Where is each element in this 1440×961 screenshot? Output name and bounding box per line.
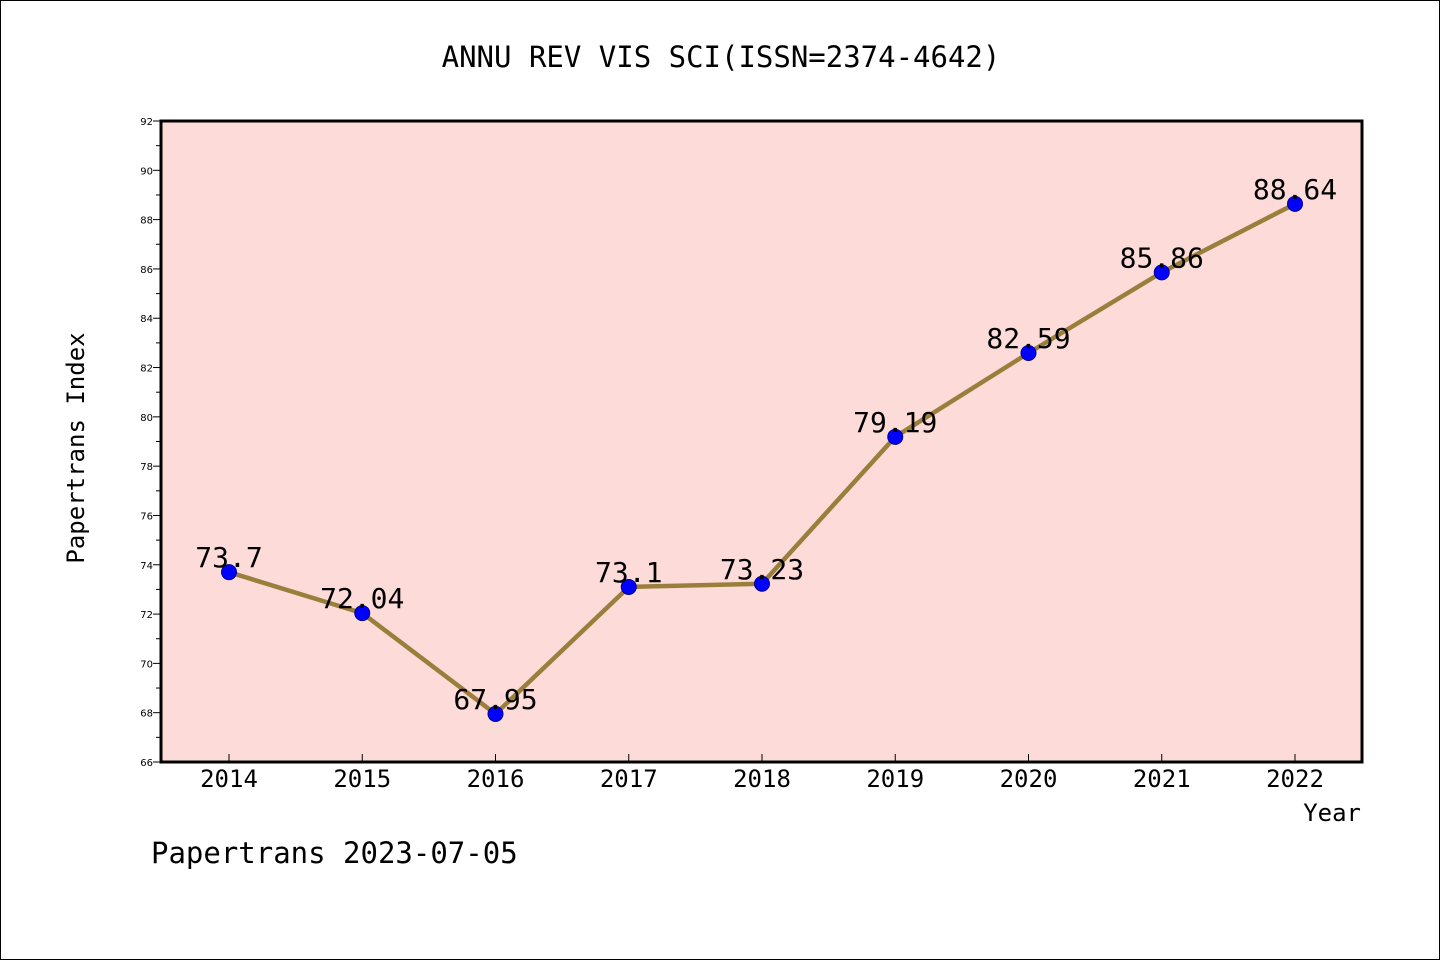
y-tick-label: 80 [140,413,153,424]
x-tick-label: 2021 [1133,765,1191,793]
x-axis-label: Year [1303,799,1361,827]
x-tick-label: 2016 [467,765,525,793]
data-point [1020,344,1037,361]
data-label: 85.86 [1120,241,1204,274]
data-point [487,705,504,722]
y-tick-label: 72 [140,610,153,621]
plot-area [159,119,1364,764]
y-tick-label: 70 [140,659,153,670]
y-axis-label: Papertrans Index [62,332,90,563]
data-label: 73.7 [195,541,262,574]
data-point [754,575,770,592]
x-tick-label: 2020 [1000,765,1058,793]
y-tick-label: 92 [140,117,153,128]
x-tick-label: 2015 [333,765,391,793]
x-tick-label: 2017 [600,765,658,793]
data-labels: 73.7 72.04 67.95 73.1 73.23 79.19 82.59 85.86 88… [195,173,1337,716]
data-label: 73.23 [720,553,804,586]
y-tick-label: 66 [140,758,153,769]
data-point [887,428,904,445]
y-tick-label: 90 [140,166,153,177]
data-label: 67.95 [453,683,537,716]
x-tick-label: 2014 [200,765,258,793]
footer-credit: Papertrans 2023-07-05 [151,836,518,870]
y-tick-label: 88 [140,216,153,227]
y-tick-label: 68 [140,709,153,720]
data-point [1153,264,1170,281]
y-tick-label: 82 [140,364,153,375]
x-tick-label: 2018 [733,765,791,793]
data-label: 82.59 [986,322,1070,355]
y-tick-label: 86 [140,265,153,276]
data-point [620,578,637,595]
data-label: 72.04 [320,582,404,615]
data-label: 79.19 [853,406,937,439]
x-tick-label: 2022 [1266,765,1324,793]
x-tick-label: 2019 [866,765,924,793]
y-tick-label: 84 [140,314,153,325]
data-label: 73.1 [595,556,662,589]
data-point [1287,195,1303,212]
y-tick-label: 76 [140,511,153,522]
y-tick-label: 74 [140,561,153,572]
y-axis-ticks: 66 68 70 72 74 76 78 80 82 84 86 88 90 92 [140,117,161,769]
data-point [221,564,237,581]
data-markers [221,195,1303,722]
data-label: 88.64 [1253,173,1337,206]
chart-title: ANNU REV VIS SCI(ISSN=2374-4642) [442,40,1001,74]
data-point [354,605,371,622]
x-axis-ticks: 2014 2015 2016 2017 2018 2019 2020 2021 2022 [200,754,1324,793]
y-tick-label: 78 [140,462,153,473]
